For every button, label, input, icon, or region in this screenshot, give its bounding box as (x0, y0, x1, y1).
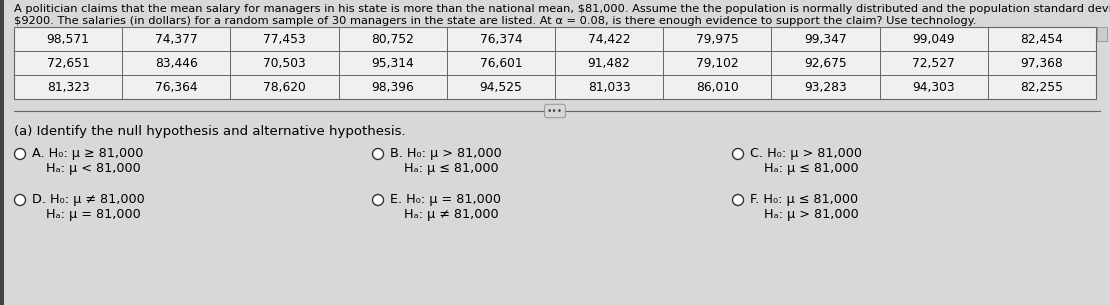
Text: Hₐ: μ ≤ 81,000: Hₐ: μ ≤ 81,000 (764, 162, 859, 175)
Text: 97,368: 97,368 (1020, 56, 1063, 70)
Text: 82,255: 82,255 (1020, 81, 1063, 94)
Text: 70,503: 70,503 (263, 56, 306, 70)
Text: $9200. The salaries (in dollars) for a random sample of 30 managers in the state: $9200. The salaries (in dollars) for a r… (14, 16, 977, 26)
Text: Hₐ: μ < 81,000: Hₐ: μ < 81,000 (46, 162, 141, 175)
Text: Hₐ: μ ≠ 81,000: Hₐ: μ ≠ 81,000 (404, 208, 498, 221)
Text: B. H₀: μ > 81,000: B. H₀: μ > 81,000 (390, 147, 502, 160)
Circle shape (373, 195, 383, 206)
Text: 98,571: 98,571 (47, 33, 90, 45)
Text: 94,303: 94,303 (912, 81, 955, 94)
Text: 91,482: 91,482 (587, 56, 630, 70)
Text: 95,314: 95,314 (372, 56, 414, 70)
Text: E. H₀: μ = 81,000: E. H₀: μ = 81,000 (390, 193, 501, 206)
Text: A. H₀: μ ≥ 81,000: A. H₀: μ ≥ 81,000 (32, 147, 143, 160)
Text: Hₐ: μ > 81,000: Hₐ: μ > 81,000 (764, 208, 859, 221)
Text: 74,422: 74,422 (588, 33, 630, 45)
Text: 94,525: 94,525 (480, 81, 523, 94)
Circle shape (14, 195, 26, 206)
Text: 72,651: 72,651 (47, 56, 90, 70)
Text: Hₐ: μ ≤ 81,000: Hₐ: μ ≤ 81,000 (404, 162, 498, 175)
Text: Hₐ: μ = 81,000: Hₐ: μ = 81,000 (46, 208, 141, 221)
Circle shape (733, 149, 744, 160)
Text: A politician claims that the mean salary for managers in his state is more than : A politician claims that the mean salary… (14, 4, 1110, 14)
Text: 80,752: 80,752 (371, 33, 414, 45)
Text: 78,620: 78,620 (263, 81, 306, 94)
Text: D. H₀: μ ≠ 81,000: D. H₀: μ ≠ 81,000 (32, 193, 144, 206)
Text: 79,102: 79,102 (696, 56, 738, 70)
Text: 76,374: 76,374 (480, 33, 522, 45)
Text: F. H₀: μ ≤ 81,000: F. H₀: μ ≤ 81,000 (750, 193, 858, 206)
Text: 72,527: 72,527 (912, 56, 955, 70)
Text: 76,601: 76,601 (480, 56, 522, 70)
Text: 81,323: 81,323 (47, 81, 90, 94)
Circle shape (733, 195, 744, 206)
Text: (a) Identify the null hypothesis and alternative hypothesis.: (a) Identify the null hypothesis and alt… (14, 125, 405, 138)
FancyBboxPatch shape (0, 0, 4, 305)
Circle shape (14, 149, 26, 160)
Text: 86,010: 86,010 (696, 81, 738, 94)
Text: 77,453: 77,453 (263, 33, 306, 45)
Text: 81,033: 81,033 (587, 81, 630, 94)
Circle shape (373, 149, 383, 160)
Text: 98,396: 98,396 (372, 81, 414, 94)
Text: C. H₀: μ > 81,000: C. H₀: μ > 81,000 (750, 147, 862, 160)
Text: 99,049: 99,049 (912, 33, 955, 45)
FancyBboxPatch shape (14, 27, 1096, 99)
Text: 92,675: 92,675 (804, 56, 847, 70)
Text: 99,347: 99,347 (804, 33, 847, 45)
Text: 83,446: 83,446 (155, 56, 198, 70)
Text: •••: ••• (547, 106, 563, 116)
Text: 82,454: 82,454 (1020, 33, 1063, 45)
FancyBboxPatch shape (1097, 27, 1107, 41)
Text: 74,377: 74,377 (155, 33, 198, 45)
Text: 79,975: 79,975 (696, 33, 738, 45)
Text: 76,364: 76,364 (155, 81, 198, 94)
Text: 93,283: 93,283 (804, 81, 847, 94)
